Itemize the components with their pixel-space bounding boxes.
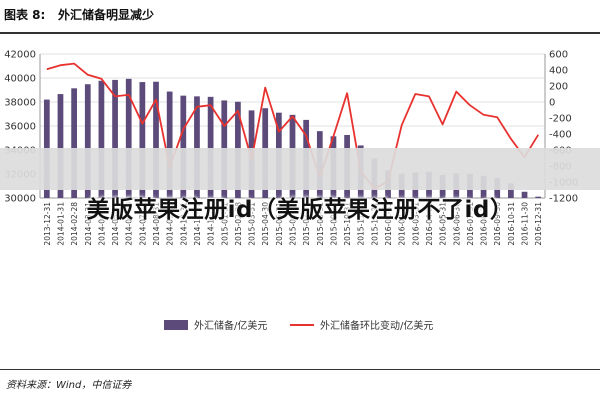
right-tick-label: 400 <box>549 66 568 77</box>
x-tick-label: 2014-04-30 <box>97 202 106 246</box>
x-tick-label: 2014-08-31 <box>152 202 161 246</box>
x-tick-label: 2014-09-30 <box>166 202 175 246</box>
right-tick-label: 600 <box>549 50 568 61</box>
right-tick-label: -1200 <box>549 194 578 205</box>
x-tick-label: 2013-12-31 <box>43 202 52 246</box>
overlay-banner <box>0 148 600 190</box>
left-tick-label: 40000 <box>4 74 36 85</box>
source-note: 资料来源：Wind，中信证券 <box>6 380 132 391</box>
x-axis: 2013-12-31 2014-01-31 2014-02-28 2014-03-31… <box>43 202 543 246</box>
figure-title: 外汇储备明显减少 <box>58 8 155 22</box>
bar <box>166 91 173 198</box>
x-tick-label: 2016-02-29 <box>398 202 407 246</box>
left-tick-label: 42000 <box>4 50 36 61</box>
left-tick-label: 30000 <box>4 194 36 205</box>
x-tick-label: 2016-03-31 <box>411 202 420 246</box>
line-series <box>46 62 539 190</box>
x-tick-label: 2016-12-31 <box>534 202 543 246</box>
x-tick-label: 2014-06-30 <box>125 202 134 246</box>
watermark-text: 美版苹果注册id（美版苹果注册不了id） <box>86 197 514 223</box>
header-rule <box>0 32 600 34</box>
x-tick-label: 2016-05-31 <box>439 202 448 246</box>
x-tick-label: 2014-03-31 <box>84 202 93 246</box>
bar <box>180 95 187 198</box>
x-tick-label: 2014-02-28 <box>70 202 79 246</box>
right-tick-label: 200 <box>549 82 568 93</box>
legend-line-label: 外汇储备环比变动/亿美元 <box>320 319 433 332</box>
legend-bar-label: 外汇储备/亿美元 <box>194 319 267 332</box>
x-tick-label: 2016-07-31 <box>466 202 475 246</box>
figure-label: 图表 8: <box>4 8 46 22</box>
right-tick-label: 0 <box>549 98 555 109</box>
x-tick-label: 2015-09-30 <box>329 202 338 246</box>
bar <box>139 82 146 198</box>
bar <box>57 94 64 198</box>
legend-bar-swatch <box>164 320 188 330</box>
figure-header: 图表 8: 外汇储备明显减少 <box>0 0 600 32</box>
line-series-path <box>46 62 539 190</box>
right-tick-label: -200 <box>549 114 572 125</box>
x-tick-label: 2016-09-30 <box>493 202 502 246</box>
bar <box>194 96 200 198</box>
x-tick-label: 2015-08-31 <box>316 202 325 246</box>
x-tick-label: 2016-04-30 <box>425 202 434 246</box>
bar <box>521 191 528 198</box>
footer-rule <box>0 369 600 370</box>
x-tick-label: 2015-07-31 <box>302 202 311 246</box>
bar <box>71 88 77 198</box>
x-tick-label: 2014-10-31 <box>179 202 188 246</box>
x-tick-label: 2016-08-31 <box>480 202 489 246</box>
x-tick-label: 2014-05-31 <box>111 202 120 246</box>
x-tick-label: 2014-11-30 <box>193 202 202 246</box>
x-tick-label: 2015-06-30 <box>289 202 298 246</box>
x-tick-label: 2015-12-31 <box>370 202 379 246</box>
bar <box>153 81 159 198</box>
bar <box>125 78 132 198</box>
x-tick-label: 2015-10-31 <box>343 202 352 246</box>
bar <box>98 80 105 198</box>
bar <box>207 96 214 198</box>
x-tick-label: 2016-01-31 <box>384 202 393 246</box>
left-tick-label: 36000 <box>4 122 36 133</box>
x-tick-label: 2015-01-31 <box>220 202 229 246</box>
legend: 外汇储备/亿美元 外汇储备环比变动/亿美元 <box>164 319 433 332</box>
left-tick-label: 38000 <box>4 98 36 109</box>
x-tick-label: 2016-11-30 <box>521 202 530 246</box>
right-tick-label: -400 <box>549 130 572 141</box>
x-tick-label: 2016-06-30 <box>452 202 461 246</box>
bar <box>112 79 118 198</box>
x-tick-label: 2016-10-31 <box>507 202 516 246</box>
x-tick-label: 2015-05-31 <box>275 202 284 246</box>
bar <box>535 196 542 198</box>
bar <box>84 84 91 198</box>
x-tick-label: 2014-07-31 <box>138 202 147 246</box>
x-tick-label: 2014-01-31 <box>57 202 66 246</box>
x-tick-label: 2015-02-28 <box>234 202 243 246</box>
x-tick-label: 2015-04-30 <box>261 202 270 246</box>
x-tick-label: 2015-11-30 <box>357 202 366 246</box>
x-tick-label: 2014-12-31 <box>207 202 216 246</box>
x-tick-label: 2015-03-31 <box>248 202 257 246</box>
bar <box>508 183 514 198</box>
